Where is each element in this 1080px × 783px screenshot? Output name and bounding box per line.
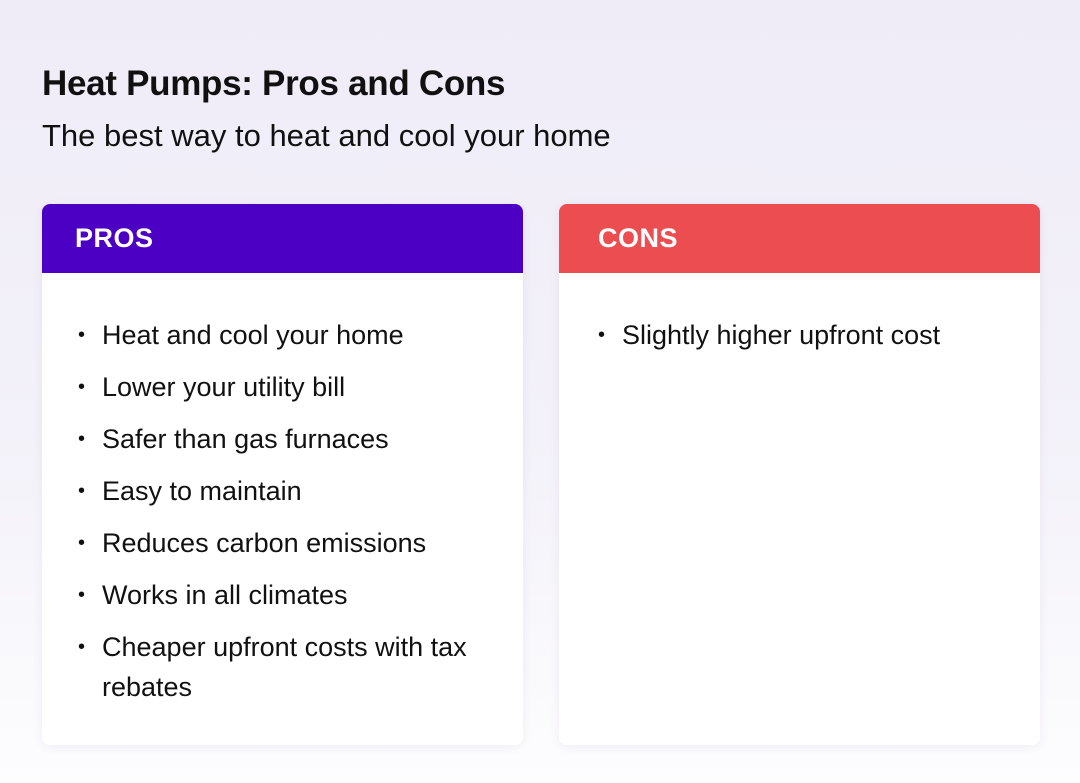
bullet-icon: • <box>78 376 86 398</box>
cons-card: CONS • Slightly higher upfront cost <box>559 204 1040 745</box>
list-item: • Easy to maintain <box>78 471 483 511</box>
list-item: • Reduces carbon emissions <box>78 523 483 563</box>
pros-list: • Heat and cool your home • Lower your uti… <box>42 273 523 707</box>
cons-list: • Slightly higher upfront cost <box>559 273 1040 355</box>
list-item: • Cheaper upfront costs with tax rebates <box>78 627 483 707</box>
bullet-icon: • <box>78 428 86 450</box>
list-item: • Works in all climates <box>78 575 483 615</box>
bullet-icon: • <box>78 636 86 658</box>
bullet-icon: • <box>78 584 86 606</box>
pros-card: PROS • Heat and cool your home • Lower you… <box>42 204 523 745</box>
page-title: Heat Pumps: Pros and Cons <box>42 64 506 103</box>
page-subtitle: The best way to heat and cool your home <box>42 118 611 153</box>
list-item: • Slightly higher upfront cost <box>598 315 1000 355</box>
cons-heading: CONS <box>559 204 1040 273</box>
list-item: • Safer than gas furnaces <box>78 419 483 459</box>
bullet-icon: • <box>78 532 86 554</box>
bullet-icon: • <box>78 480 86 502</box>
bullet-icon: • <box>598 324 606 346</box>
pros-heading: PROS <box>42 204 523 273</box>
list-item: • Lower your utility bill <box>78 367 483 407</box>
bullet-icon: • <box>78 324 86 346</box>
list-item: • Heat and cool your home <box>78 315 483 355</box>
